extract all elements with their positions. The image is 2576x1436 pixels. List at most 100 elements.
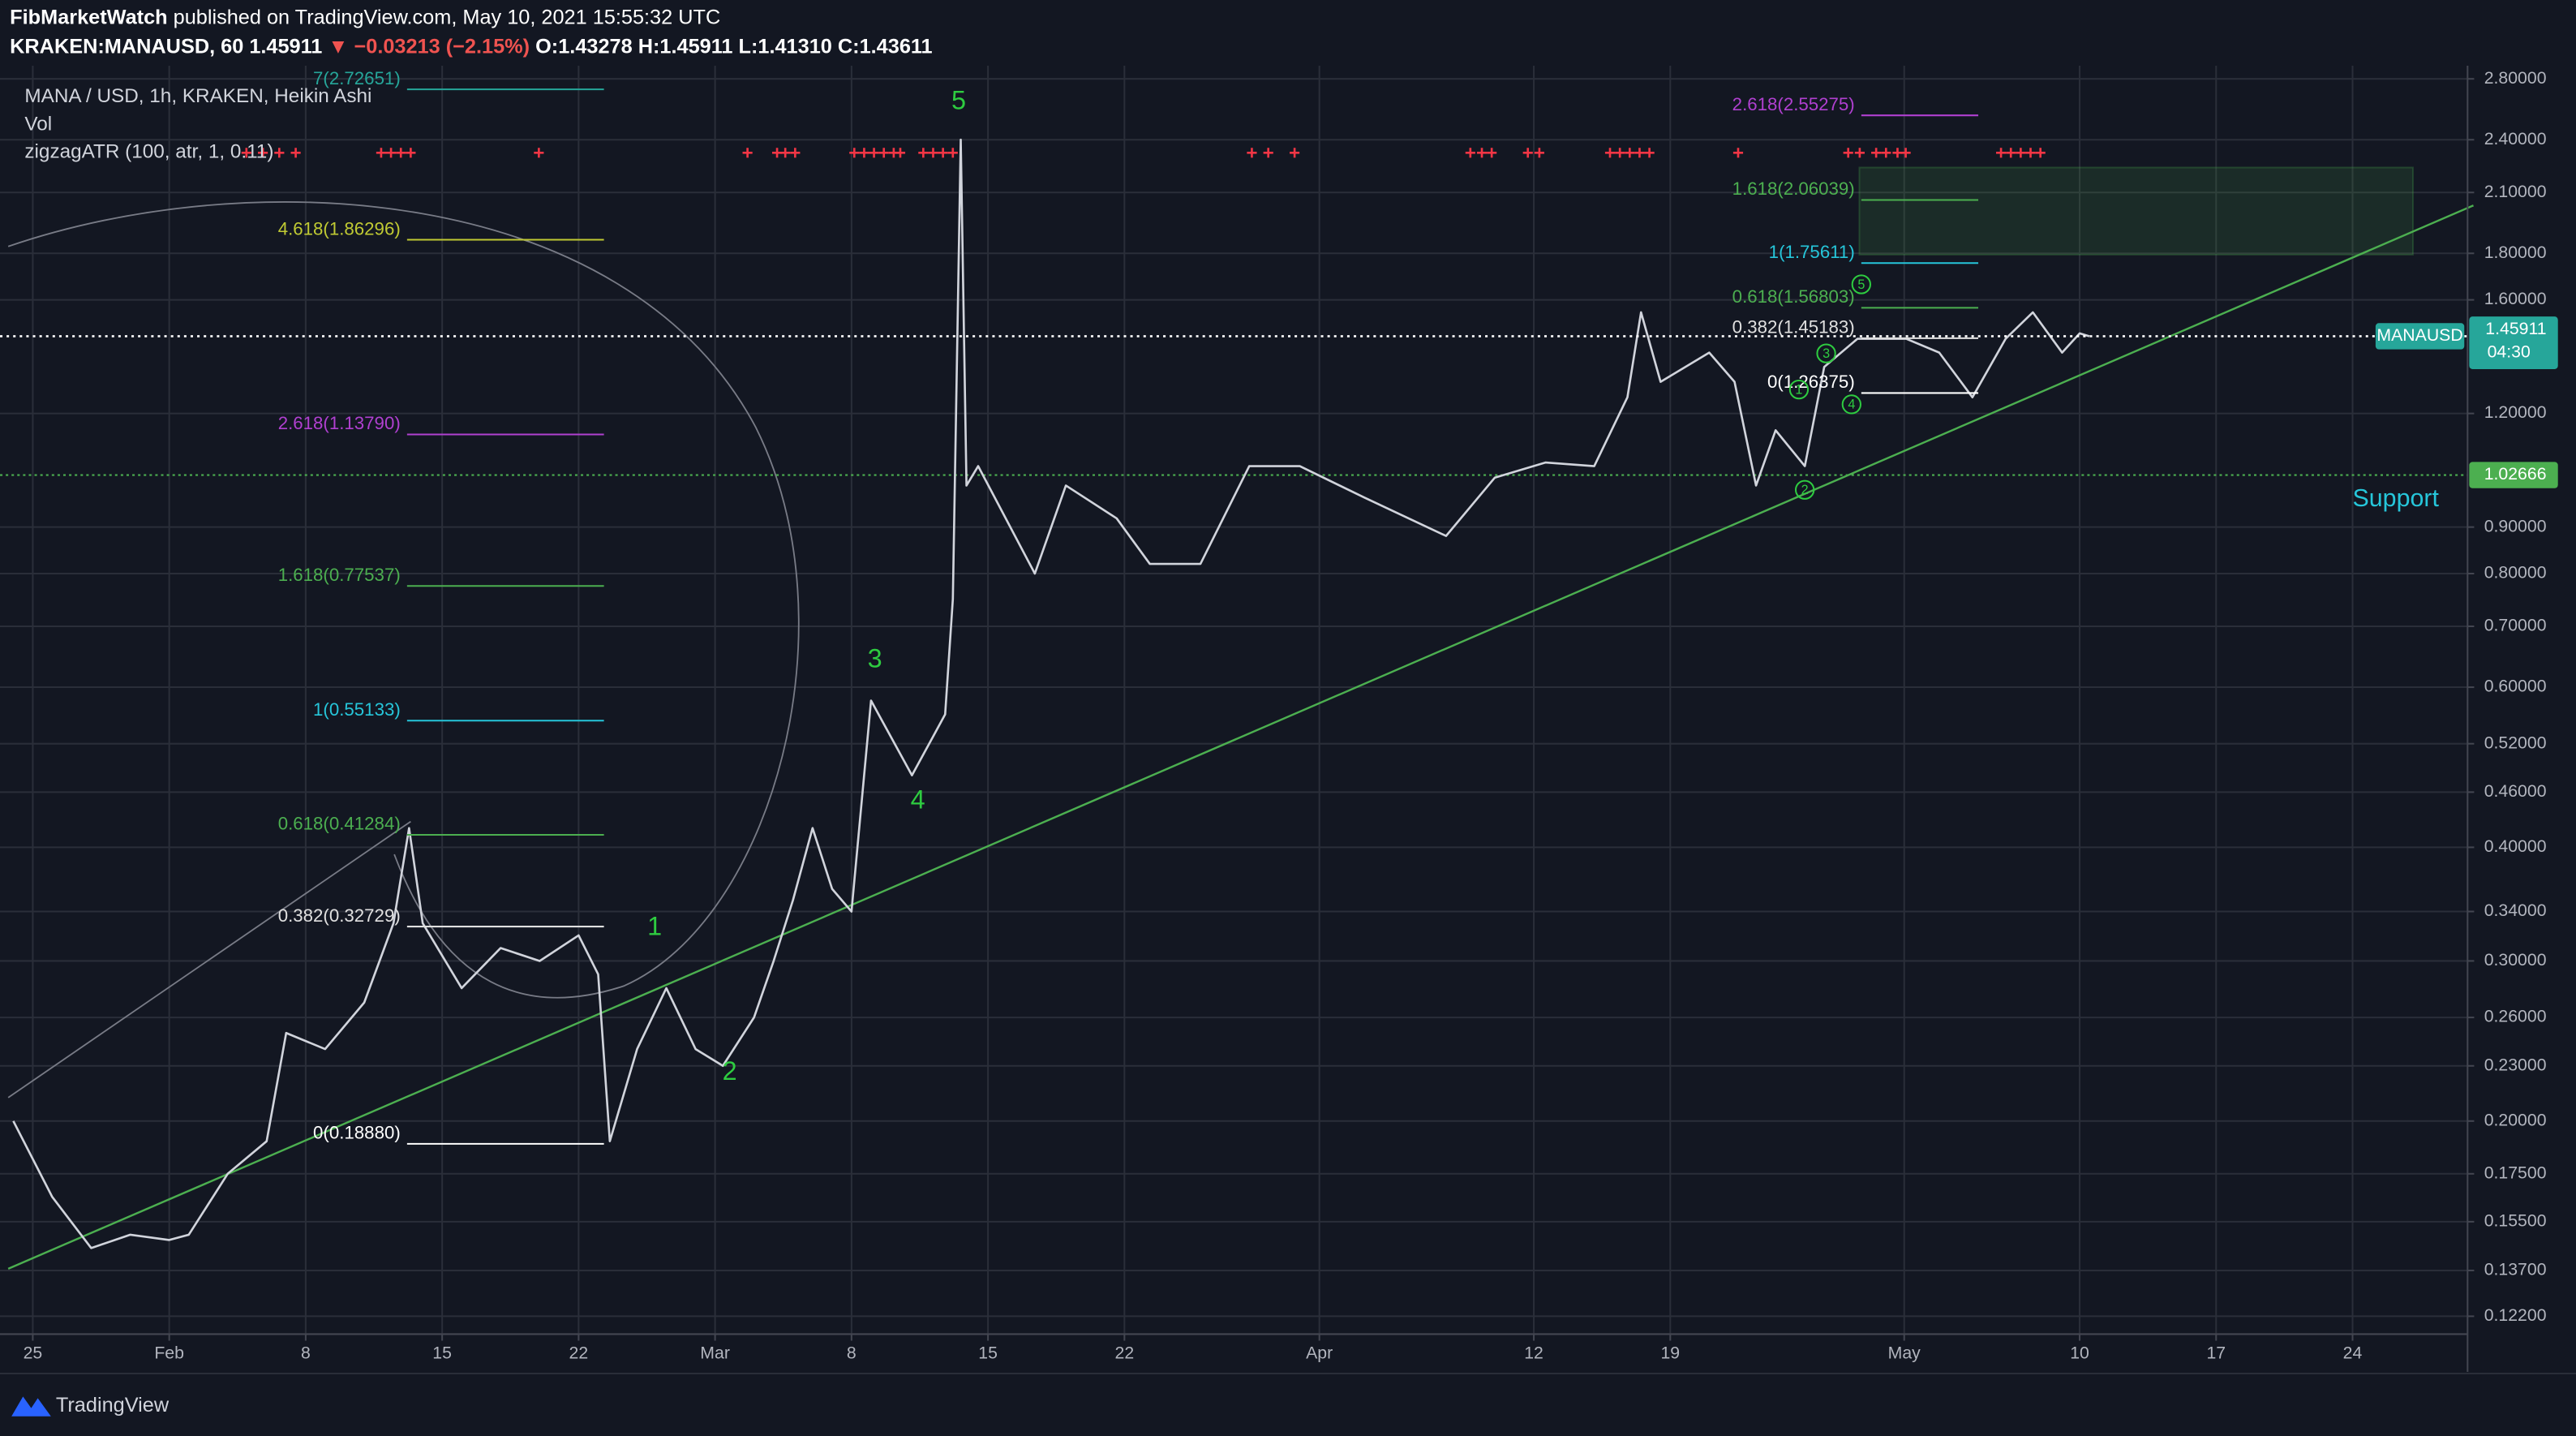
zigzag-marker — [869, 148, 879, 158]
y-tick-label: 2.40000 — [2484, 129, 2547, 148]
zigzag-marker — [1476, 148, 1488, 158]
legend-vol: Vol — [24, 113, 52, 135]
x-tick-label: Apr — [1306, 1343, 1333, 1362]
zigzag-marker — [1534, 148, 1544, 158]
zigzag-marker — [938, 148, 948, 158]
zigzag-marker — [859, 148, 869, 158]
y-tick-label: 2.80000 — [2484, 68, 2547, 88]
y-tick-label: 0.90000 — [2484, 516, 2547, 535]
y-tick-label: 0.20000 — [2484, 1110, 2547, 1129]
close: C:1.43611 — [838, 35, 933, 58]
x-tick-label: 8 — [301, 1343, 311, 1362]
sub-wave-circle — [1788, 379, 1810, 400]
price-tag — [2469, 316, 2558, 369]
price-line — [12, 138, 2090, 1249]
fib-label: 0(0.18880) — [313, 1123, 401, 1143]
zigzag-marker — [1290, 148, 1300, 158]
zigzag-marker — [849, 148, 860, 158]
zigzag-marker — [895, 148, 906, 158]
x-tick-label: 8 — [847, 1343, 857, 1362]
y-tick-label: 0.12200 — [2484, 1305, 2547, 1325]
zigzag-marker — [274, 148, 285, 158]
x-tick-label: May — [1888, 1343, 1921, 1362]
zigzag-marker — [534, 148, 544, 158]
zigzag-marker — [376, 148, 386, 158]
x-tick-label: 22 — [1115, 1343, 1135, 1362]
zigzag-marker — [1634, 148, 1645, 158]
y-tick-label: 0.40000 — [2484, 836, 2547, 856]
sub-wave-circle — [1851, 274, 1871, 295]
y-tick-label: 0.26000 — [2484, 1007, 2547, 1026]
fib-label: 0.618(1.56803) — [1732, 286, 1855, 307]
price-tag-text: 1.45911 — [2485, 319, 2546, 338]
zigzag-marker — [918, 148, 929, 158]
y-tick-label: 1.60000 — [2484, 289, 2547, 308]
sub-wave-label: 5 — [1857, 277, 1865, 292]
drawn-line — [7, 820, 411, 1098]
x-tick-label: 15 — [432, 1343, 452, 1362]
fib-label: 0.382(1.45183) — [1732, 317, 1855, 338]
zigzag-marker — [1995, 148, 2007, 158]
x-tick-label: 10 — [2070, 1343, 2089, 1362]
grid — [0, 66, 2468, 1335]
zigzag-marker — [241, 148, 251, 158]
zigzag-marker — [406, 148, 416, 158]
zigzag-marker — [2035, 148, 2046, 158]
zigzag-marker — [1522, 148, 1533, 158]
zigzag-marker — [928, 148, 938, 158]
zigzag-marker — [1247, 148, 1257, 158]
y-tick-label: 1.80000 — [2484, 243, 2547, 262]
sub-wave-label: 3 — [1823, 346, 1830, 361]
zigzag-marker — [1615, 148, 1625, 158]
sub-wave-label: 2 — [1801, 483, 1809, 497]
zigzag-marker — [258, 148, 268, 158]
zigzag-marker — [1644, 148, 1655, 158]
fib-label: 2.618(2.55275) — [1732, 94, 1855, 114]
x-tick-label: 22 — [569, 1343, 589, 1362]
y-tick-label: 0.13700 — [2484, 1260, 2547, 1279]
target-zone — [1858, 166, 2415, 256]
x-tick-label: 17 — [2206, 1343, 2226, 1362]
published: published on TradingView.com, May 10, 20… — [174, 6, 721, 28]
fib-label: 1.618(2.06039) — [1732, 178, 1855, 199]
fib-label: 4.618(1.86296) — [278, 218, 401, 239]
last: 1.45911 — [249, 35, 322, 58]
zigzag-marker — [1871, 148, 1882, 158]
x-tick-label: Mar — [700, 1343, 730, 1362]
trendline — [7, 204, 2475, 1270]
support-tag — [2469, 462, 2558, 488]
symbol-tag — [2375, 323, 2465, 350]
x-tick-label: Feb — [154, 1343, 184, 1362]
wave-label: 3 — [868, 644, 882, 673]
wave-label: 1 — [647, 912, 662, 941]
low: L:1.41310 — [739, 35, 832, 58]
change: ▼ −0.03213 (−2.15%) — [328, 35, 530, 58]
sub-wave-label: 4 — [1848, 398, 1855, 412]
fib-label: 1(1.75611) — [1769, 242, 1855, 262]
brand: TradingView — [56, 1394, 170, 1417]
countdown: 04:30 — [2488, 342, 2531, 361]
y-tick-label: 0.60000 — [2484, 677, 2547, 696]
y-tick-label: 0.30000 — [2484, 950, 2547, 970]
zigzag-marker — [878, 148, 889, 158]
zigzag-marker — [1487, 148, 1497, 158]
zigzag-marker — [2025, 148, 2036, 158]
plot: Support 7(2.72651) 4.618(1.86296) 2.618(1.1… — [0, 68, 2475, 1270]
symbol: KRAKEN:MANAUSD, 60 — [10, 35, 243, 58]
y-tick-label: 0.70000 — [2484, 616, 2547, 635]
wave-label: 4 — [911, 785, 925, 815]
x-tick-label: 15 — [978, 1343, 998, 1362]
zigzag-marker — [2006, 148, 2016, 158]
zigzag-marker — [1881, 148, 1891, 158]
symbol-tag-text: MANAUSD — [2376, 325, 2462, 345]
y-tick-label: 0.34000 — [2484, 901, 2547, 920]
fib-label: 1(0.55133) — [313, 699, 401, 720]
quote-line: KRAKEN:MANAUSD, 60 1.45911 ▼ −0.03213 (−… — [10, 35, 933, 58]
wave-label: 5 — [951, 85, 966, 114]
zigzag-marker — [742, 148, 753, 158]
fib-label: 1.618(0.77537) — [278, 565, 401, 585]
author: FibMarketWatch — [10, 6, 167, 28]
zigzag-marker — [290, 148, 301, 158]
logo-mark — [11, 1396, 51, 1417]
